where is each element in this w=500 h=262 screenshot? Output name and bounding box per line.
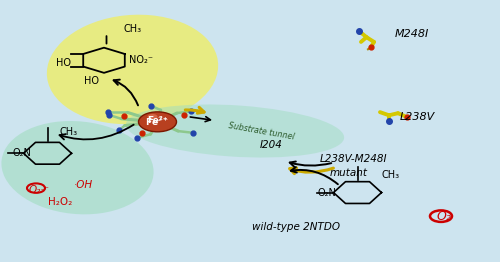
Circle shape xyxy=(144,115,171,129)
Ellipse shape xyxy=(126,105,344,157)
Text: CH₃: CH₃ xyxy=(124,24,142,34)
Circle shape xyxy=(138,112,176,132)
Circle shape xyxy=(150,118,165,126)
Text: I204: I204 xyxy=(260,140,283,150)
Ellipse shape xyxy=(2,121,154,214)
Circle shape xyxy=(148,114,158,119)
Text: O₂·⁻: O₂·⁻ xyxy=(28,185,50,195)
Text: HO: HO xyxy=(56,58,71,68)
Text: H₂O₂: H₂O₂ xyxy=(48,197,72,207)
Text: L238V: L238V xyxy=(400,112,435,122)
Text: L238V-M248I: L238V-M248I xyxy=(320,154,388,163)
Text: Fe²⁺: Fe²⁺ xyxy=(147,116,168,125)
Text: HO: HO xyxy=(84,76,99,86)
Text: O₂N: O₂N xyxy=(12,148,32,158)
Text: mutant: mutant xyxy=(330,168,368,178)
Text: CH₃: CH₃ xyxy=(381,170,399,180)
Text: Fe$^{2+}$: Fe$^{2+}$ xyxy=(146,116,170,128)
Text: CH₃: CH₃ xyxy=(60,127,78,137)
Text: Substrate tunnel: Substrate tunnel xyxy=(228,121,295,142)
Text: O₂: O₂ xyxy=(436,210,452,223)
Text: M248I: M248I xyxy=(395,29,429,39)
Text: wild-type 2NTDO: wild-type 2NTDO xyxy=(252,222,340,232)
Text: ·OH: ·OH xyxy=(74,180,93,190)
Ellipse shape xyxy=(47,15,218,124)
Text: NO₂⁻: NO₂⁻ xyxy=(129,55,153,65)
Text: O₂N: O₂N xyxy=(317,188,336,198)
